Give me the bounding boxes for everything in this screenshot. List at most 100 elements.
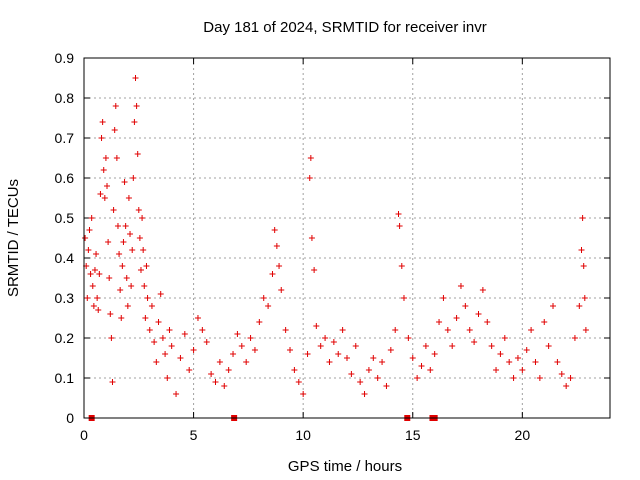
data-point [510,375,517,381]
data-point [453,315,460,321]
x-tick-label: 5 [190,427,198,443]
data-point [457,283,464,289]
data-point [190,347,197,353]
data-point [199,327,206,333]
data-point [493,367,500,373]
data-point [129,247,136,253]
data-point [120,239,127,245]
data-point [256,319,263,325]
data-point [168,343,175,349]
data-point [271,227,278,233]
data-point [155,319,162,325]
x-tick-label: 0 [80,427,88,443]
y-tick-label: 0.3 [55,290,75,306]
data-point [306,175,313,181]
data-point [131,119,138,125]
data-point [295,379,302,385]
data-point [260,295,267,301]
data-point [203,339,210,345]
data-point [532,359,539,365]
data-point [545,343,552,349]
data-point [335,351,342,357]
data-point [238,343,245,349]
data-point [91,267,98,273]
y-tick-label: 0.4 [55,250,75,266]
data-point [405,335,412,341]
data-point [431,351,438,357]
data-point [519,367,526,373]
data-point [85,247,92,253]
data-point [111,127,118,133]
data-point [479,287,486,293]
x-axis-label: GPS time / hours [288,458,402,475]
data-points [82,75,589,397]
data-point [578,247,585,253]
data-point [148,303,155,309]
x-tick-label: 15 [405,427,421,443]
data-point [361,391,368,397]
data-point [313,323,320,329]
data-point [273,243,280,249]
data-point [221,383,228,389]
data-point [90,303,97,309]
data-point [88,215,95,221]
data-point [105,239,112,245]
data-point [440,295,447,301]
data-point [106,275,113,281]
chart-title: Day 181 of 2024, SRMTID for receiver inv… [203,19,486,36]
data-point [396,223,403,229]
data-point [125,195,132,201]
data-point [308,235,315,241]
data-point [247,335,254,341]
data-point [117,287,124,293]
data-point [86,227,93,233]
data-point [140,247,147,253]
data-point [374,375,381,381]
data-point [166,327,173,333]
data-point [136,235,143,241]
data-point [339,327,346,333]
y-tick-label: 0 [66,410,74,426]
data-point [93,251,100,257]
data-point [108,335,115,341]
data-point [370,355,377,361]
data-point [291,367,298,373]
data-point [497,351,504,357]
y-tick-label: 0.1 [55,370,75,386]
data-point [212,379,219,385]
data-point [133,103,140,109]
data-point [135,207,142,213]
data-point [418,363,425,369]
y-tick-label: 0.6 [55,170,75,186]
data-point [287,347,294,353]
data-point [344,355,350,361]
data-point [265,303,272,309]
data-point [141,283,148,289]
data-point [84,295,91,301]
data-point [326,359,333,365]
data-point [567,375,574,381]
data-point [230,351,237,357]
data-point [123,275,130,281]
data-point [300,391,307,397]
data-point [110,207,117,213]
data-point [536,375,543,381]
data-point [506,359,513,365]
data-point [142,315,149,321]
data-point [109,379,116,385]
data-point [243,359,250,365]
x-tick-label: 20 [515,427,531,443]
data-point [137,267,144,273]
data-point [398,263,405,269]
data-point [392,327,399,333]
data-point [395,211,402,217]
data-point [400,295,407,301]
data-point [96,271,103,277]
axis-ticks: 0 0.1 0.2 0.3 0.4 0.5 0.6 0.7 0.8 0.9 0 5 10 15 20 [55,50,610,443]
data-point [119,263,126,269]
data-point [208,371,215,377]
data-point [307,155,314,161]
data-point [409,355,416,361]
data-point [94,295,101,301]
